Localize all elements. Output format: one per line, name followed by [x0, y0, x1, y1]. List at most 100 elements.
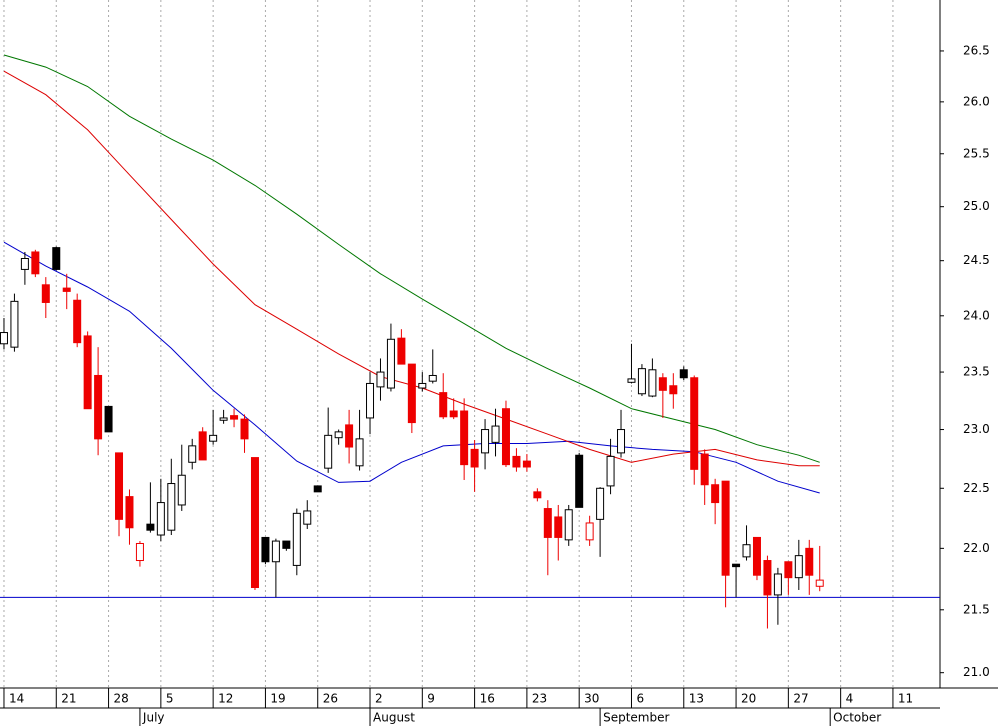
x-tick-label: 13	[689, 692, 704, 706]
candle-body	[533, 491, 542, 499]
candle-body	[596, 487, 605, 520]
candle-body	[711, 484, 720, 504]
candle-body	[742, 544, 751, 558]
x-tick-label: 11	[898, 692, 913, 706]
candle-body	[805, 547, 814, 576]
y-tick-label: 23.5	[963, 365, 990, 379]
candle-body	[794, 555, 803, 579]
candle-body	[94, 374, 103, 440]
candle-body	[397, 337, 406, 365]
x-tick-label: 16	[480, 692, 495, 706]
candle-body	[345, 424, 354, 448]
candle-body	[209, 434, 218, 442]
y-tick-label: 26.5	[963, 43, 990, 57]
moving-average	[3, 54, 820, 463]
candle-body	[73, 299, 82, 344]
candle-body	[554, 516, 563, 538]
x-tick-label: 6	[636, 692, 644, 706]
candle-body	[606, 455, 615, 487]
y-tick-label: 21.5	[963, 602, 990, 616]
y-tick-label: 25.5	[963, 146, 990, 160]
candle-body	[250, 457, 259, 589]
candle-body	[115, 452, 124, 520]
candle-body	[522, 460, 531, 468]
candle-body	[512, 455, 521, 468]
candle-body	[627, 378, 636, 383]
candle-body	[366, 382, 375, 419]
x-tick-label: 12	[218, 692, 233, 706]
y-tick-label: 24.0	[963, 308, 990, 322]
x-tick-label: 14	[9, 692, 24, 706]
candle-body	[167, 483, 176, 531]
y-tick-label: 21.0	[963, 665, 990, 679]
candle-body	[41, 284, 50, 303]
x-tick-label: 28	[114, 692, 129, 706]
candle-body	[564, 509, 573, 541]
candle-body	[313, 485, 322, 493]
candle-body	[815, 579, 824, 587]
x-tick-label: 23	[532, 692, 547, 706]
candle-body	[104, 405, 113, 433]
candle-body	[491, 425, 500, 443]
x-tick-label: 27	[793, 692, 808, 706]
month-label: July	[142, 711, 165, 725]
candle-body	[481, 429, 490, 454]
moving-average	[3, 241, 820, 494]
candle-body	[146, 523, 155, 531]
candle-body	[585, 522, 594, 541]
candle-body	[156, 502, 165, 536]
candle-body	[240, 418, 249, 440]
y-tick-label: 22.5	[963, 481, 990, 495]
candle-body	[449, 410, 458, 418]
x-tick-label: 4	[846, 692, 854, 706]
candle-body	[292, 512, 301, 566]
candle-body	[386, 338, 395, 389]
candle-body	[763, 560, 772, 596]
x-tick-label: 2	[375, 692, 383, 706]
y-tick-label: 23.0	[963, 422, 990, 436]
candle-body	[10, 300, 19, 348]
candle-body	[428, 374, 437, 382]
y-tick-label: 22.0	[963, 541, 990, 555]
candle-body	[637, 368, 646, 395]
candle-body	[690, 377, 699, 470]
candle-body	[752, 536, 761, 576]
candle-body	[721, 480, 730, 576]
candle-body	[773, 573, 782, 596]
candle-body	[732, 563, 741, 568]
candle-body	[83, 335, 92, 410]
candle-body	[376, 371, 385, 388]
candle-body	[135, 542, 144, 562]
x-tick-label: 9	[427, 692, 435, 706]
month-label: September	[603, 711, 669, 725]
candle-body	[177, 474, 186, 506]
candle-body	[648, 369, 657, 397]
x-tick-label: 20	[741, 692, 756, 706]
candle-body	[31, 251, 40, 275]
candle-body	[407, 363, 416, 424]
candle-body	[219, 417, 228, 421]
candle-body	[575, 454, 584, 508]
candle-body	[334, 431, 343, 439]
x-tick-label: 5	[166, 692, 174, 706]
candle-body	[439, 392, 448, 418]
candle-body	[418, 382, 427, 389]
y-tick-label: 25.0	[963, 199, 990, 213]
candle-body	[460, 410, 469, 466]
month-label: October	[833, 711, 881, 725]
y-tick-label: 26.0	[963, 94, 990, 108]
candle-body	[125, 496, 134, 529]
candle-body	[355, 438, 364, 467]
candle-body	[501, 408, 510, 466]
candle-body	[20, 258, 29, 270]
candle-body	[230, 415, 239, 420]
candle-body	[669, 385, 678, 395]
candle-body	[261, 536, 270, 563]
candle-body	[470, 448, 479, 468]
candle-body	[784, 561, 793, 579]
x-tick-label: 26	[323, 692, 338, 706]
candle-body	[52, 247, 61, 270]
candle-body	[679, 369, 688, 379]
